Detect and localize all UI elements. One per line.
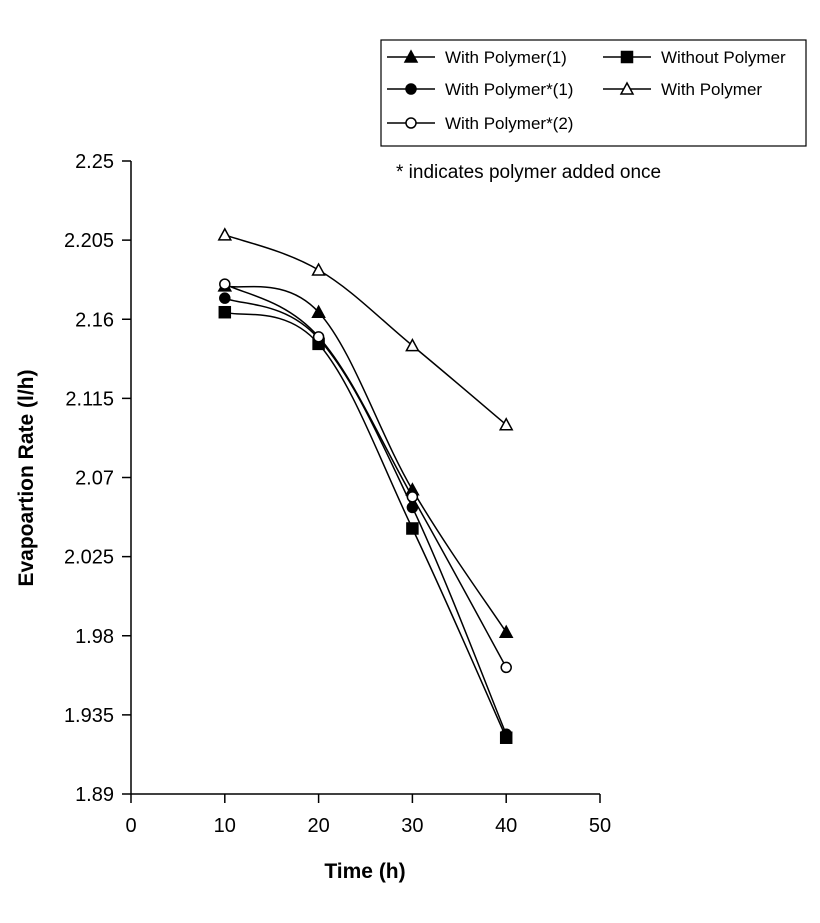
data-point — [311, 262, 326, 276]
data-point — [498, 624, 514, 638]
x-tick-label: 40 — [495, 815, 517, 837]
x-tick-label: 20 — [307, 815, 329, 837]
x-tick-label: 50 — [589, 815, 611, 837]
legend-item: With Polymer — [603, 80, 762, 99]
data-point — [500, 661, 512, 674]
x-tick-label: 10 — [214, 815, 236, 837]
series-line — [224, 311, 507, 739]
data-point — [405, 338, 420, 352]
data-point — [498, 417, 514, 431]
legend-label: With Polymer(1) — [445, 48, 567, 67]
legend-box — [380, 39, 807, 147]
data-point — [312, 331, 325, 343]
data-point — [406, 522, 419, 535]
legend-marker — [619, 81, 635, 95]
data-point — [218, 305, 232, 319]
y-tick-label: 1.98 — [75, 626, 114, 648]
legend-item: Without Polymer — [603, 48, 786, 67]
legend-item: With Polymer*(1) — [387, 80, 573, 99]
y-tick-label: 2.16 — [75, 309, 114, 331]
legend-label: Without Polymer — [661, 48, 786, 67]
legend: With Polymer(1) Without Polymer With Polym… — [380, 39, 807, 147]
legend-item: With Polymer*(2) — [387, 114, 573, 133]
data-point — [500, 728, 512, 740]
legend-label: With Polymer — [661, 80, 762, 99]
data-point — [219, 278, 231, 290]
y-tick-label: 2.205 — [64, 230, 114, 252]
y-tick-label: 2.07 — [75, 468, 114, 490]
data-point — [406, 491, 419, 503]
data-point — [219, 292, 231, 304]
legend-marker — [403, 49, 419, 63]
legend-marker — [620, 50, 634, 64]
x-axis-title: Time (h) — [324, 860, 405, 883]
series-4 — [217, 227, 514, 431]
x-tick-label: 0 — [125, 815, 136, 837]
data-point — [311, 304, 326, 318]
data-point — [217, 227, 233, 241]
legend-label: With Polymer*(2) — [445, 114, 573, 133]
y-tick-label: 1.89 — [75, 784, 114, 806]
series-line — [224, 285, 507, 633]
chart-annotation: * indicates polymer added once — [396, 162, 661, 183]
legend-marker — [405, 117, 417, 129]
series-line — [224, 283, 507, 668]
series-layer — [217, 227, 514, 744]
axes: 1.89 1.935 1.98 2.025 2.07 2.115 2.16 2.205 2.25… — [64, 151, 611, 837]
legend-label: With Polymer*(1) — [445, 80, 573, 99]
legend-item: With Polymer(1) — [387, 48, 567, 67]
x-tick-label: 30 — [401, 815, 423, 837]
y-tick-label: 2.025 — [64, 547, 114, 569]
y-axis-title: Evapoartion Rate (l/h) — [15, 369, 38, 586]
y-tick-label: 1.935 — [64, 705, 114, 727]
series-line — [224, 234, 507, 426]
y-tick-label: 2.25 — [75, 151, 114, 173]
series-5 — [219, 278, 512, 674]
legend-marker — [405, 83, 417, 95]
y-tick-label: 2.115 — [65, 388, 114, 410]
series-line — [224, 297, 507, 735]
